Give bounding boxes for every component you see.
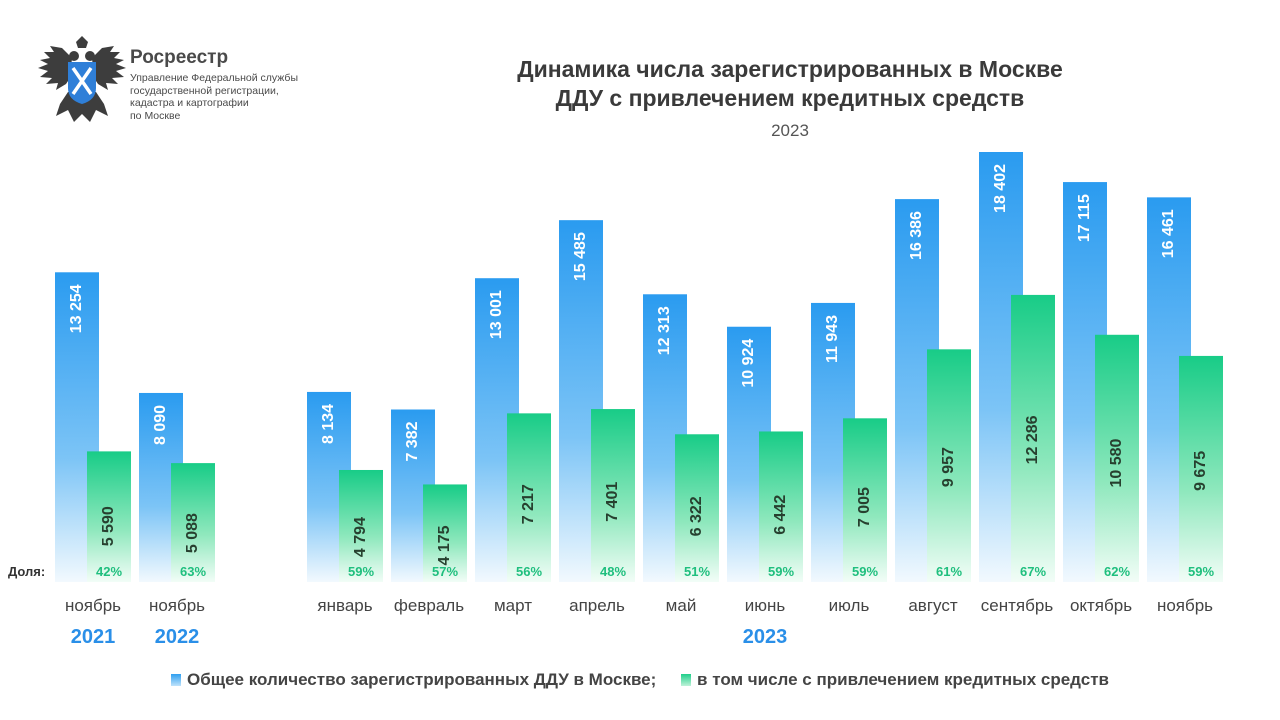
bar-credit xyxy=(1095,334,1139,582)
data-label-credit: 7 401 xyxy=(604,482,621,522)
data-label-credit: 7 005 xyxy=(856,487,873,527)
share-label: 59% xyxy=(1188,564,1214,579)
share-label: 56% xyxy=(516,564,542,579)
data-label-total: 13 001 xyxy=(488,290,505,339)
year-label: 2021 xyxy=(71,626,116,648)
category-label: сентябрь xyxy=(981,596,1054,615)
data-label-credit: 9 675 xyxy=(1192,451,1209,491)
data-label-total: 15 485 xyxy=(572,232,589,281)
category-label: май xyxy=(666,596,697,615)
share-label: 61% xyxy=(936,564,962,579)
data-label-total: 16 386 xyxy=(908,211,925,260)
category-label: июнь xyxy=(745,596,786,615)
bar-chart: 13 254 5 590 42% ноябрь 8 090 5 088 63% ноябрь 8… xyxy=(8,152,1223,648)
chart-subtitle: 2023 xyxy=(771,121,809,140)
data-label-total: 8 134 xyxy=(320,404,337,444)
data-label-total: 12 313 xyxy=(656,306,673,355)
org-subtitle: Управление Федеральной службы государств… xyxy=(130,72,330,122)
data-label-total: 16 461 xyxy=(1160,209,1177,258)
category-label: февраль xyxy=(394,596,464,615)
chart-title-line: Динамика числа зарегистрированных в Моск… xyxy=(517,56,1063,82)
data-label-total: 7 382 xyxy=(404,421,421,461)
data-label-total: 13 254 xyxy=(68,284,85,333)
org-sub-line: Управление Федеральной службы xyxy=(130,72,298,84)
data-label-credit: 7 217 xyxy=(520,484,537,524)
data-label-total: 10 924 xyxy=(740,339,757,388)
legend-item-credit: в том числе с привлечением кредитных сре… xyxy=(681,670,1109,690)
org-name: Росреестр xyxy=(130,47,229,68)
share-label: 51% xyxy=(684,564,710,579)
chart-legend: Общее количество зарегистрированных ДДУ … xyxy=(0,670,1280,690)
data-label-credit: 5 088 xyxy=(184,513,201,553)
data-label-total: 8 090 xyxy=(152,405,169,445)
legend-swatch-green xyxy=(681,674,692,686)
share-label: 62% xyxy=(1104,564,1130,579)
data-label-credit: 4 794 xyxy=(352,517,369,557)
share-label: 67% xyxy=(1020,564,1046,579)
category-label: ноябрь xyxy=(1157,596,1213,615)
category-label: январь xyxy=(317,596,372,615)
share-label: 59% xyxy=(768,564,794,579)
double-headed-eagle-icon xyxy=(38,36,126,122)
data-label-total: 18 402 xyxy=(992,164,1009,213)
org-sub-line: государственной регистрации, xyxy=(130,84,279,97)
share-label: 57% xyxy=(432,564,458,579)
data-label-credit: 5 590 xyxy=(100,506,117,546)
bar-credit xyxy=(843,418,887,582)
bar-credit xyxy=(171,463,215,582)
category-label: июль xyxy=(829,596,870,615)
share-label: 63% xyxy=(180,564,206,579)
data-label-total: 11 943 xyxy=(824,315,841,363)
data-label-credit: 6 442 xyxy=(772,495,789,535)
share-label: 59% xyxy=(852,564,878,579)
year-label: 2022 xyxy=(155,626,200,648)
data-label-credit: 6 322 xyxy=(688,496,705,536)
category-label: ноябрь xyxy=(149,596,205,615)
share-label: 48% xyxy=(600,564,626,579)
data-label-total: 17 115 xyxy=(1076,194,1093,242)
chart-title: Динамика числа зарегистрированных в Моск… xyxy=(440,55,1140,113)
bar-credit xyxy=(1011,294,1055,582)
category-label: август xyxy=(908,596,957,615)
category-label: октябрь xyxy=(1070,596,1132,615)
bar-credit xyxy=(1179,355,1223,582)
year-label: 2023 xyxy=(743,626,788,648)
data-label-credit: 12 286 xyxy=(1024,415,1041,464)
share-label: 59% xyxy=(348,564,374,579)
org-sub-line: по Москве xyxy=(130,109,181,122)
bar-credit xyxy=(927,349,971,582)
bar-credit xyxy=(675,434,719,582)
data-label-credit: 9 957 xyxy=(940,447,957,487)
data-label-credit: 10 580 xyxy=(1108,439,1125,488)
legend-swatch-blue xyxy=(171,674,182,686)
bar-credit xyxy=(339,469,383,582)
category-label: март xyxy=(494,596,532,615)
share-axis-label: Доля: xyxy=(8,564,45,579)
share-label: 42% xyxy=(96,564,122,579)
bar-credit xyxy=(423,484,467,582)
org-sub-line: кадастра и картографии xyxy=(130,97,249,109)
bar-credit xyxy=(591,409,635,582)
bar-credit xyxy=(507,413,551,582)
legend-label: Общее количество зарегистрированных ДДУ … xyxy=(187,670,657,689)
category-label: ноябрь xyxy=(65,596,121,615)
bar-credit xyxy=(759,431,803,582)
category-label: апрель xyxy=(569,596,625,615)
bar-credit xyxy=(87,451,131,582)
legend-item-total: Общее количество зарегистрированных ДДУ … xyxy=(171,670,656,690)
legend-label: в том числе с привлечением кредитных сре… xyxy=(697,670,1109,689)
chart-title-line: ДДУ с привлечением кредитных средств xyxy=(555,85,1025,111)
data-label-credit: 4 175 xyxy=(436,525,453,565)
